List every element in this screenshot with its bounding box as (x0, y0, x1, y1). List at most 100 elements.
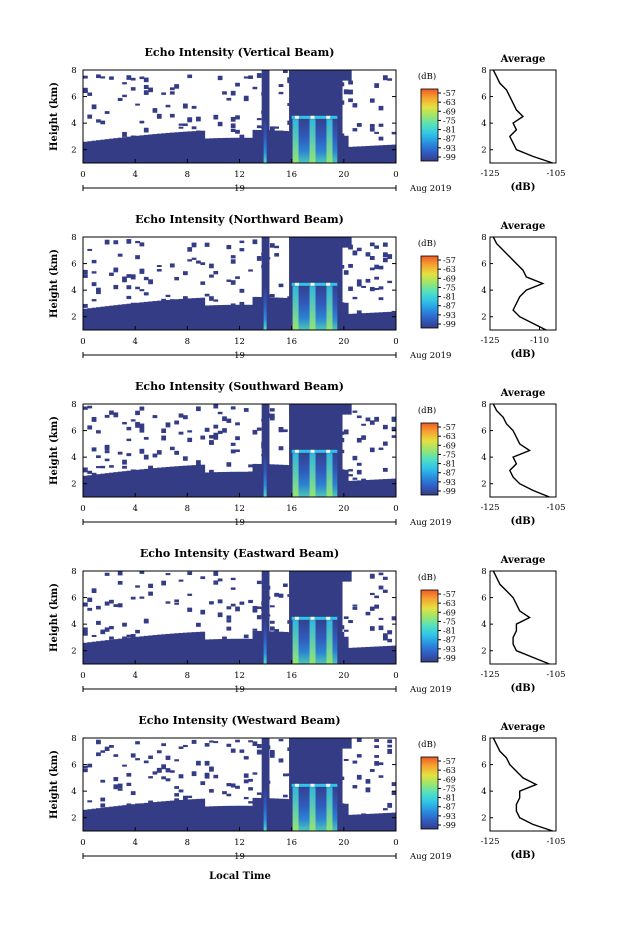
convective-cell (326, 787, 333, 831)
echo-patch (135, 286, 140, 290)
echo-cell (87, 809, 93, 831)
echo-patch (235, 82, 240, 87)
echo-patch (178, 774, 184, 779)
echo-patch (243, 779, 249, 784)
echo-patch (378, 123, 384, 127)
colorbar-tick-label: -63 (443, 599, 456, 608)
echo-patch (382, 424, 388, 428)
echo-patch (235, 606, 240, 612)
echo-patch (356, 469, 362, 475)
echo-cell (126, 804, 132, 831)
echo-patch (139, 289, 145, 292)
echo-patch (387, 280, 393, 284)
echo-cell (135, 803, 140, 831)
echo-cell (209, 806, 214, 831)
echo-patch (96, 430, 101, 434)
echo-patch (130, 419, 136, 422)
echo-patch (200, 435, 206, 440)
echo-patch (113, 284, 119, 290)
echo-patch (174, 786, 180, 789)
echo-patch (374, 761, 380, 766)
echo-cell (369, 646, 375, 664)
echo-cell (169, 633, 175, 664)
avg-x-tick-label: -105 (546, 670, 565, 680)
colorbar-tick-label: -87 (443, 803, 456, 812)
y-tick-label: 6 (71, 93, 76, 103)
echo-cell (161, 133, 166, 163)
echo-patch (387, 630, 393, 635)
echo-patch (122, 459, 127, 465)
echo-cell (148, 468, 153, 497)
echo-patch (87, 248, 93, 251)
echo-patch (387, 78, 393, 81)
echo-cell (191, 799, 197, 831)
echo-cell (196, 297, 201, 330)
echo-patch (135, 758, 140, 761)
convective-cell (326, 286, 333, 330)
echo-patch (269, 126, 275, 131)
echo-patch (122, 622, 127, 627)
echo-cell (139, 636, 145, 664)
echo-patch (139, 76, 145, 80)
echo-patch (374, 595, 380, 599)
echo-cell (109, 305, 114, 330)
echo-patch (117, 580, 123, 585)
echo-patch (235, 436, 240, 441)
echo-patch (226, 418, 232, 423)
echo-cell (204, 806, 210, 831)
echo-cell (239, 471, 245, 497)
colorbar-tick-label: -75 (443, 784, 456, 793)
avg-x-label: (dB) (511, 683, 536, 694)
echo-cell (213, 138, 219, 163)
echo-patch (100, 76, 106, 79)
echo-cell (269, 130, 275, 163)
echo-cell (113, 305, 119, 330)
echo-patch (174, 798, 180, 803)
echo-cell (243, 805, 249, 831)
colorbar-tick-label: -81 (443, 627, 456, 636)
convective-cell (309, 453, 316, 497)
echo-patch (165, 601, 171, 604)
echo-cell (200, 631, 206, 664)
echo-patch (143, 127, 149, 133)
echo-cell (187, 632, 193, 664)
echo-patch (365, 278, 371, 283)
echo-patch (382, 441, 388, 446)
echo-cell (256, 296, 262, 330)
convective-cell (326, 453, 333, 497)
echo-patch (230, 406, 236, 410)
echo-patch (387, 254, 393, 259)
day-label: 19 (234, 184, 245, 194)
echo-patch (109, 272, 114, 276)
echo-cell (243, 304, 249, 330)
echo-patch (91, 634, 97, 637)
echo-cell (387, 311, 393, 330)
y-tick-label: 4 (71, 286, 76, 296)
echo-patch (196, 460, 201, 466)
echo-patch (113, 784, 119, 790)
echo-patch (226, 97, 232, 101)
echo-patch (191, 257, 197, 260)
echo-patch (130, 791, 136, 796)
echo-cell (200, 464, 206, 497)
echo-patch (230, 449, 236, 454)
echo-cell (269, 798, 275, 831)
echo-patch (113, 604, 119, 607)
echo-patch (196, 116, 201, 122)
echo-patch (230, 587, 236, 590)
echo-cell (387, 645, 393, 664)
echo-patch (165, 422, 171, 428)
bright-band-peak (310, 115, 315, 119)
echo-cell (130, 804, 136, 831)
echo-cell (113, 806, 119, 831)
echo-cell (378, 479, 384, 497)
rain-event-top (289, 237, 352, 248)
echo-patch (182, 795, 188, 801)
echo-cell (169, 466, 175, 497)
echo-patch (126, 426, 132, 431)
echo-patch (152, 771, 158, 775)
echo-patch (269, 749, 275, 755)
echo-patch (369, 286, 375, 292)
echo-patch (100, 629, 106, 635)
echo-patch (348, 98, 353, 103)
